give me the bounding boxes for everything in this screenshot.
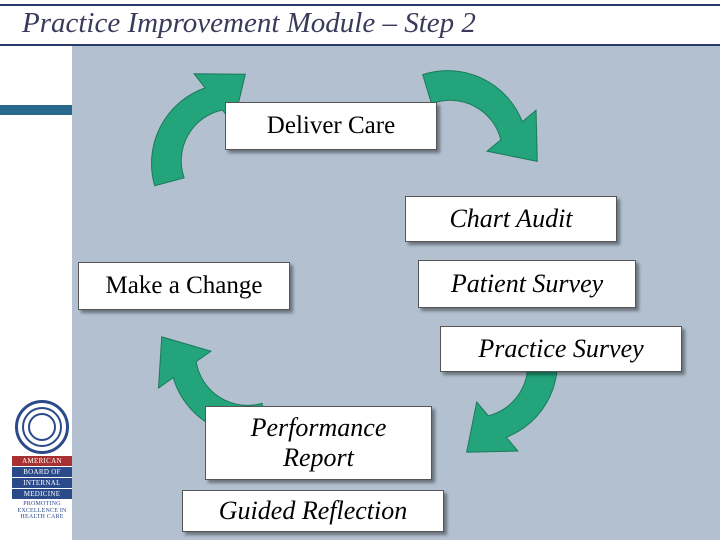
make-a-change-label: Make a Change [106,272,263,301]
arrow-bottom-right [440,365,620,485]
logo-line2: BOARD OF [12,467,72,477]
practice-survey-label: Practice Survey [478,334,643,364]
sidebar-stripe [0,105,72,115]
logo-tagline: PROMOTING EXCELLENCE IN HEALTH CARE [12,501,72,521]
abim-logo: AMERICAN BOARD OF INTERNAL MEDICINE PROM… [12,400,72,521]
logo-line1: AMERICAN [12,456,72,466]
logo-line3: INTERNAL [12,478,72,488]
practice-survey: Practice Survey [440,326,682,372]
page-title-text: Practice Improvement Module – Step 2 [22,7,476,40]
performance-report-label: Performance Report [251,413,387,473]
guided-reflection: Guided Reflection [182,490,444,532]
deliver-care: Deliver Care [225,102,437,150]
deliver-care-label: Deliver Care [267,112,395,141]
guided-reflection-label: Guided Reflection [219,496,407,526]
logo-line4: MEDICINE [12,489,72,499]
abim-seal-icon [15,400,69,454]
arrow-top-right [410,88,590,208]
chart-audit-label: Chart Audit [449,204,572,234]
performance-report: Performance Report [205,406,432,480]
chart-audit: Chart Audit [405,196,617,242]
patient-survey: Patient Survey [418,260,636,308]
patient-survey-label: Patient Survey [451,269,603,299]
make-a-change: Make a Change [78,262,290,310]
page-title: Practice Improvement Module – Step 2 [0,0,720,46]
